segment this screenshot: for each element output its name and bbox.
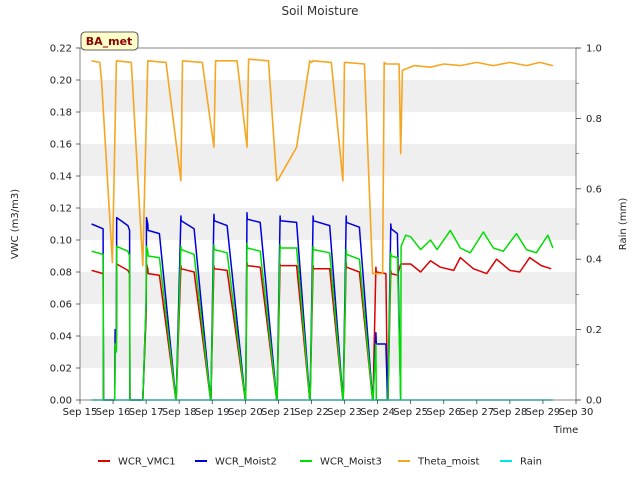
x-axis-title: Time [553,425,578,436]
background-band [80,80,576,112]
background-band [80,336,576,368]
y-tick-label: 0.12 [50,204,72,215]
legend-label: Rain [520,457,542,468]
y2-tick-label: 0.0 [586,396,602,407]
x-tick-label: Sep 25 [393,407,428,418]
station-badge: BA_met [80,31,139,51]
x-tick-label: Sep 24 [360,407,395,418]
x-tick-label: Sep 20 [228,407,263,418]
x-tick-label: Sep 23 [327,407,362,418]
y-axis: 0.00 0.02 0.04 0.06 0.08 0.10 0.12 0.14 0.16 0.18… [50,44,80,407]
y2-tick-label: 0.6 [586,184,602,195]
y2-tick-label: 0.4 [586,255,602,266]
x-tick-label: Sep 17 [129,407,164,418]
y-tick-label: 0.08 [50,268,72,279]
y-tick-label: 0.06 [50,300,72,311]
x-tick-label: Sep 16 [96,407,131,418]
x-tick-label: Sep 18 [162,407,197,418]
background-bands [80,80,576,368]
x-tick-label: Sep 26 [426,407,461,418]
y2-axis: 0.0 0.2 0.4 0.6 0.8 1.0 [576,44,602,407]
x-tick-label: Sep 22 [294,407,329,418]
legend-label: Theta_moist [417,457,479,468]
y-tick-label: 0.18 [50,108,72,119]
y2-axis-title: Rain (mm) [618,198,629,251]
background-band [80,272,576,304]
x-tick-label: Sep 27 [459,407,494,418]
series-line-theta-moist [91,58,554,275]
x-tick-label: Sep 21 [261,407,296,418]
legend: WCR_VMC1 WCR_Moist2 WCR_Moist3 Theta_moist R… [98,457,542,468]
legend-label: WCR_VMC1 [118,457,176,468]
y-tick-label: 0.00 [50,396,72,407]
y-tick-label: 0.10 [50,236,72,247]
y2-tick-label: 0.8 [586,114,602,125]
y-tick-label: 0.04 [50,332,72,343]
x-tick-label: Sep 28 [492,407,527,418]
y2-tick-label: 0.2 [586,325,602,336]
x-tick-label: Sep 19 [195,407,230,418]
y-tick-label: 0.20 [50,76,72,87]
station-badge-label: BA_met [86,35,133,48]
legend-label: WCR_Moist3 [320,457,382,468]
background-band [80,208,576,240]
y-tick-label: 0.16 [50,140,72,151]
legend-label: WCR_Moist2 [215,457,277,468]
y2-tick-label: 1.0 [586,44,602,55]
y-axis-title: VWC (m3/m3) [10,189,21,259]
y-tick-label: 0.14 [50,172,72,183]
x-tick-label: Sep 30 [559,407,594,418]
station-badge-box [80,31,139,51]
y-tick-label: 0.02 [50,364,72,375]
x-tick-label: Sep 29 [526,407,561,418]
chart-title: Soil Moisture [281,4,358,18]
y-tick-label: 0.22 [50,44,72,55]
background-band [80,144,576,176]
x-tick-label: Sep 15 [63,407,98,418]
